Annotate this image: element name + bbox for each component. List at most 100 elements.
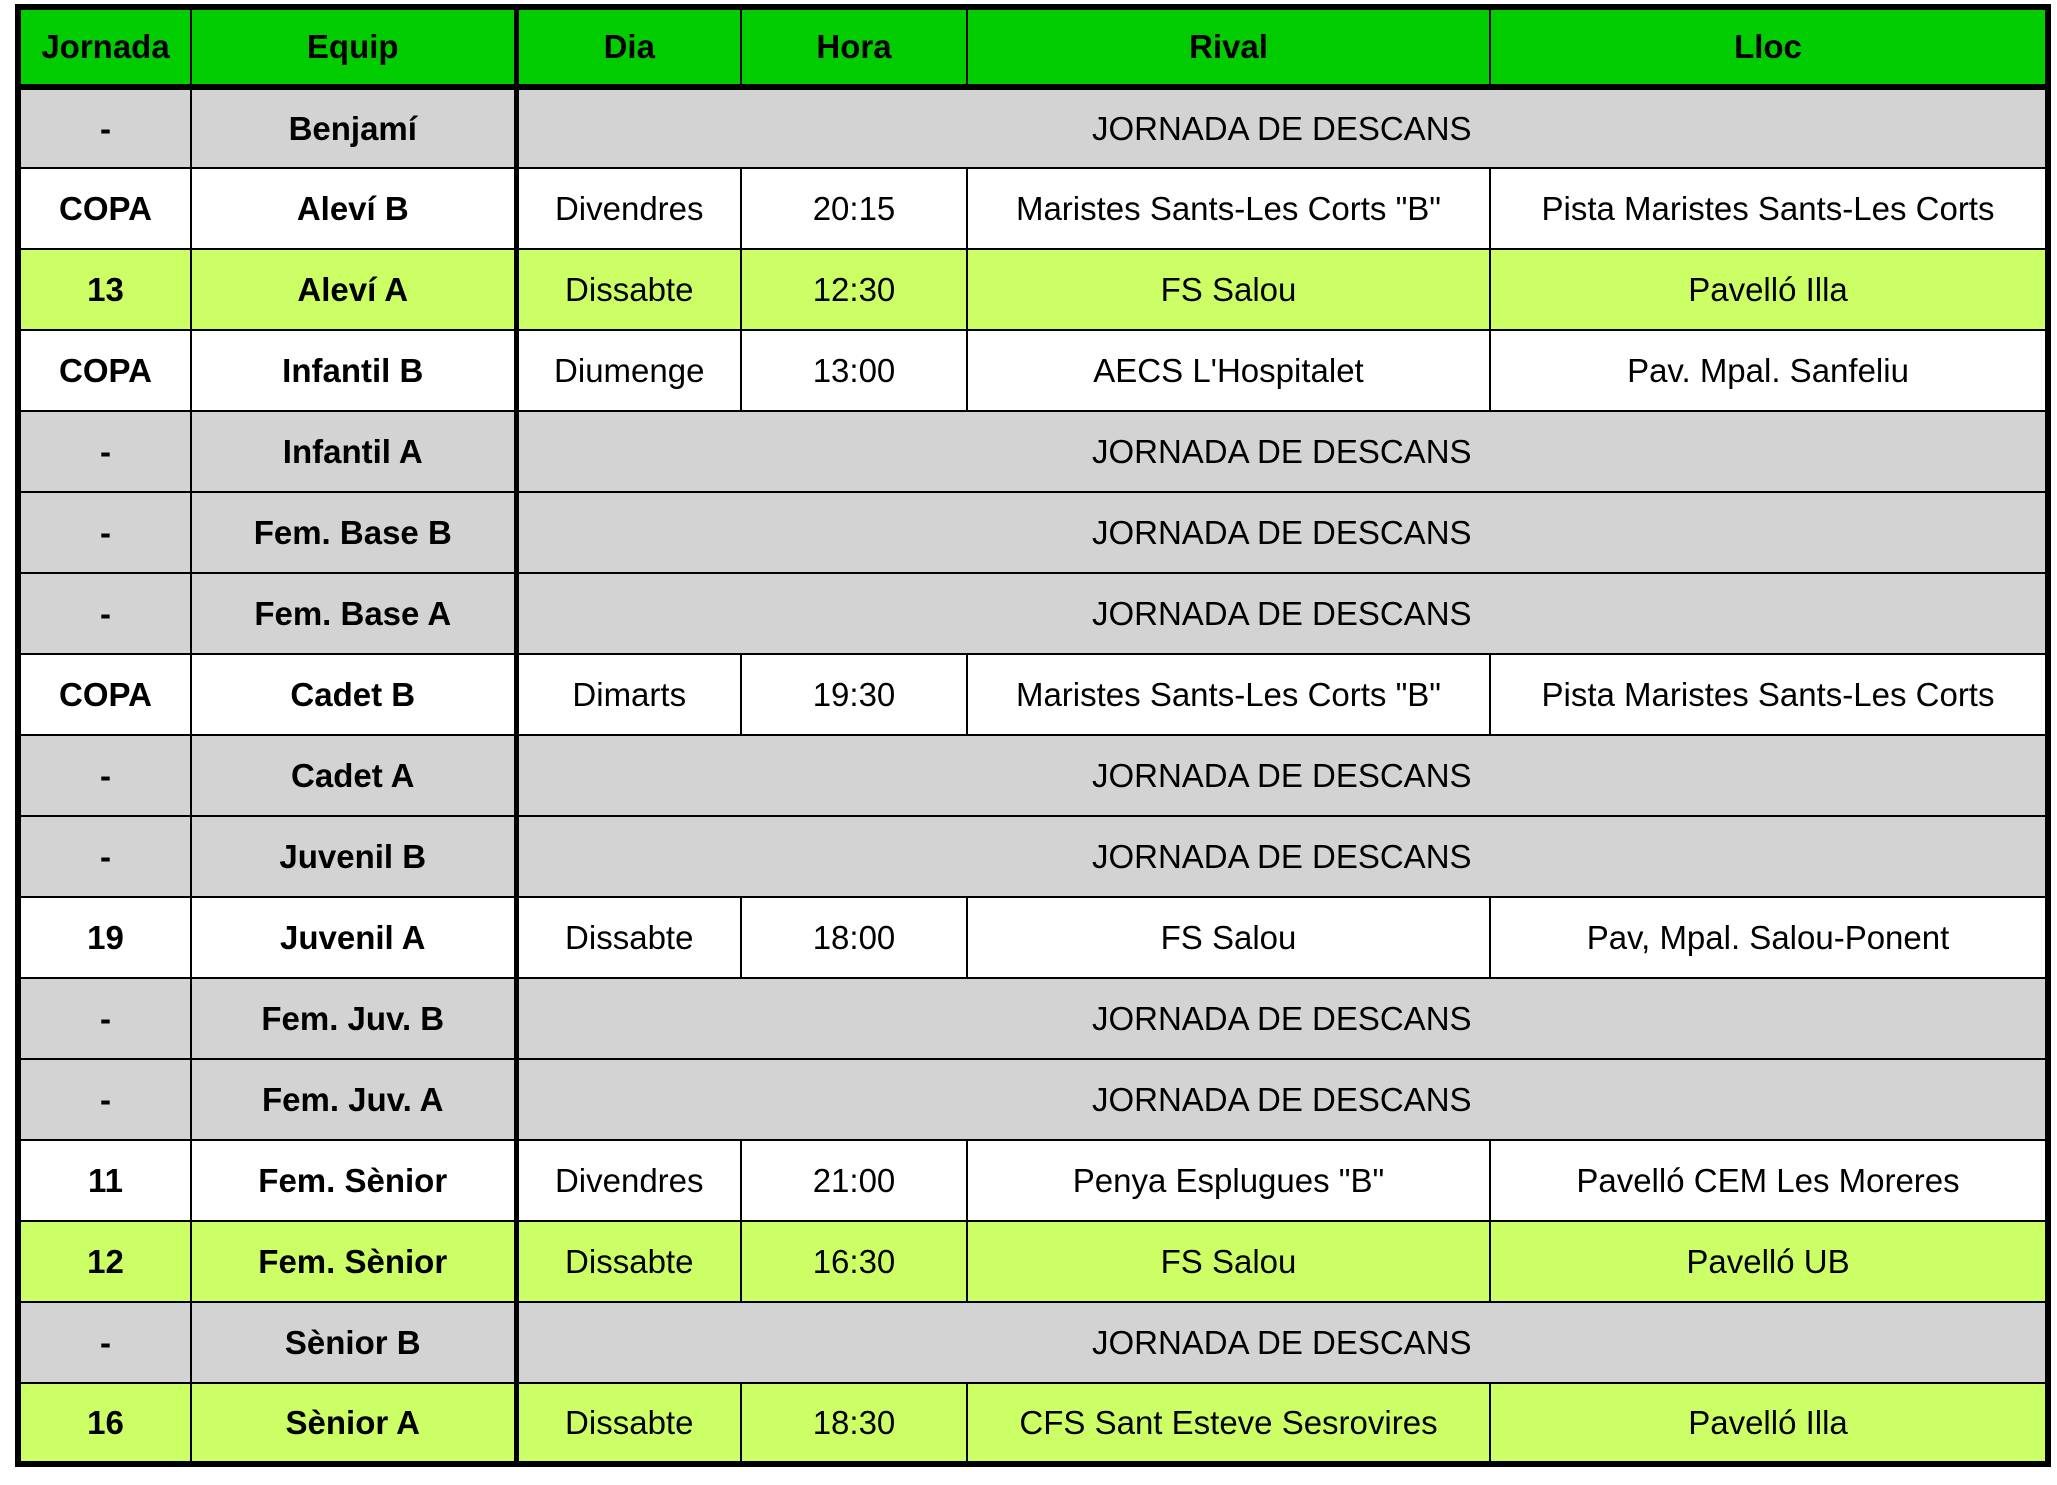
equip-cell: Fem. Base A [190,572,519,655]
rest-day-cell: JORNADA DE DESCANS [515,410,2049,493]
rest-row: - Fem. Base B JORNADA DE DESCANS [17,491,2049,574]
match-row: 16 Sènior A Dissabte 18:30 CFS Sant Esteve S… [17,1382,2049,1465]
jornada-cell: 16 [17,1382,192,1465]
dia-cell: Dimarts [515,653,742,736]
jornada-cell: - [17,734,192,817]
equip-cell: Infantil B [190,329,519,412]
jornada-cell: - [17,1301,192,1384]
header-jornada: Jornada [17,6,192,90]
equip-cell: Sènior A [190,1382,519,1465]
lloc-cell: Pavelló Illa [1489,248,2049,331]
rival-cell: Maristes Sants-Les Corts "B" [966,653,1491,736]
jornada-cell: - [17,1058,192,1141]
match-row: COPA Aleví B Divendres 20:15 Maristes Sants-… [17,167,2049,250]
rest-row: - Infantil A JORNADA DE DESCANS [17,410,2049,493]
lloc-cell: Pav. Mpal. Sanfeliu [1489,329,2049,412]
match-row: COPA Infantil B Diumenge 13:00 AECS L'Hospit… [17,329,2049,412]
jornada-cell: 11 [17,1139,192,1222]
hora-cell: 21:00 [740,1139,968,1222]
match-row: 11 Fem. Sènior Divendres 21:00 Penya Esplugu… [17,1139,2049,1222]
dia-cell: Divendres [515,167,742,250]
jornada-cell: 12 [17,1220,192,1303]
equip-cell: Benjamí [190,86,519,169]
rival-cell: AECS L'Hospitalet [966,329,1491,412]
equip-cell: Cadet A [190,734,519,817]
equip-cell: Fem. Juv. A [190,1058,519,1141]
rival-cell: FS Salou [966,896,1491,979]
jornada-cell: - [17,572,192,655]
match-row: 19 Juvenil A Dissabte 18:00 FS Salou Pav, Mpa… [17,896,2049,979]
dia-cell: Dissabte [515,1382,742,1465]
jornada-cell: 19 [17,896,192,979]
hora-cell: 18:00 [740,896,968,979]
hora-cell: 12:30 [740,248,968,331]
jornada-cell: COPA [17,167,192,250]
equip-cell: Fem. Sènior [190,1139,519,1222]
rest-day-cell: JORNADA DE DESCANS [515,1301,2049,1384]
rest-row: - Fem. Juv. B JORNADA DE DESCANS [17,977,2049,1060]
jornada-cell: - [17,977,192,1060]
jornada-cell: 13 [17,248,192,331]
rest-day-cell: JORNADA DE DESCANS [515,977,2049,1060]
rival-cell: FS Salou [966,1220,1491,1303]
dia-cell: Dissabte [515,1220,742,1303]
header-dia: Dia [515,6,742,90]
rival-cell: FS Salou [966,248,1491,331]
rest-row: - Fem. Base A JORNADA DE DESCANS [17,572,2049,655]
header-row: Jornada Equip Dia Hora Rival Lloc [17,6,2049,90]
equip-cell: Cadet B [190,653,519,736]
lloc-cell: Pavelló CEM Les Moreres [1489,1139,2049,1222]
equip-cell: Fem. Base B [190,491,519,574]
rest-day-cell: JORNADA DE DESCANS [515,572,2049,655]
rival-cell: Maristes Sants-Les Corts "B" [966,167,1491,250]
rest-day-cell: JORNADA DE DESCANS [515,1058,2049,1141]
jornada-cell: COPA [17,653,192,736]
match-row: 13 Aleví A Dissabte 12:30 FS Salou Pavelló Il… [17,248,2049,331]
rival-cell: Penya Esplugues "B" [966,1139,1491,1222]
dia-cell: Dissabte [515,896,742,979]
hora-cell: 16:30 [740,1220,968,1303]
equip-cell: Sènior B [190,1301,519,1384]
jornada-cell: - [17,815,192,898]
schedule-table: Jornada Equip Dia Hora Rival Lloc - Benja… [15,4,2051,1467]
lloc-cell: Pavelló UB [1489,1220,2049,1303]
hora-cell: 20:15 [740,167,968,250]
equip-cell: Juvenil B [190,815,519,898]
hora-cell: 18:30 [740,1382,968,1465]
equip-cell: Aleví B [190,167,519,250]
dia-cell: Divendres [515,1139,742,1222]
rest-day-cell: JORNADA DE DESCANS [515,86,2049,169]
equip-cell: Aleví A [190,248,519,331]
lloc-cell: Pavelló Illa [1489,1382,2049,1465]
equip-cell: Fem. Sènior [190,1220,519,1303]
lloc-cell: Pista Maristes Sants-Les Corts [1489,653,2049,736]
match-row: COPA Cadet B Dimarts 19:30 Maristes Sants-Le… [17,653,2049,736]
rival-cell: CFS Sant Esteve Sesrovires [966,1382,1491,1465]
rest-row: - Benjamí JORNADA DE DESCANS [17,86,2049,169]
header-rival: Rival [966,6,1491,90]
jornada-cell: - [17,410,192,493]
equip-cell: Juvenil A [190,896,519,979]
rest-row: - Juvenil B JORNADA DE DESCANS [17,815,2049,898]
dia-cell: Dissabte [515,248,742,331]
jornada-cell: COPA [17,329,192,412]
jornada-cell: - [17,491,192,574]
rest-row: - Fem. Juv. A JORNADA DE DESCANS [17,1058,2049,1141]
equip-cell: Infantil A [190,410,519,493]
header-lloc: Lloc [1489,6,2049,90]
rest-row: - Cadet A JORNADA DE DESCANS [17,734,2049,817]
dia-cell: Diumenge [515,329,742,412]
rest-day-cell: JORNADA DE DESCANS [515,491,2049,574]
rest-row: - Sènior B JORNADA DE DESCANS [17,1301,2049,1384]
match-row: 12 Fem. Sènior Dissabte 16:30 FS Salou Pavell… [17,1220,2049,1303]
header-hora: Hora [740,6,968,90]
header-equip: Equip [190,6,519,90]
lloc-cell: Pista Maristes Sants-Les Corts [1489,167,2049,250]
jornada-cell: - [17,86,192,169]
lloc-cell: Pav, Mpal. Salou-Ponent [1489,896,2049,979]
rest-day-cell: JORNADA DE DESCANS [515,815,2049,898]
equip-cell: Fem. Juv. B [190,977,519,1060]
hora-cell: 19:30 [740,653,968,736]
rest-day-cell: JORNADA DE DESCANS [515,734,2049,817]
hora-cell: 13:00 [740,329,968,412]
